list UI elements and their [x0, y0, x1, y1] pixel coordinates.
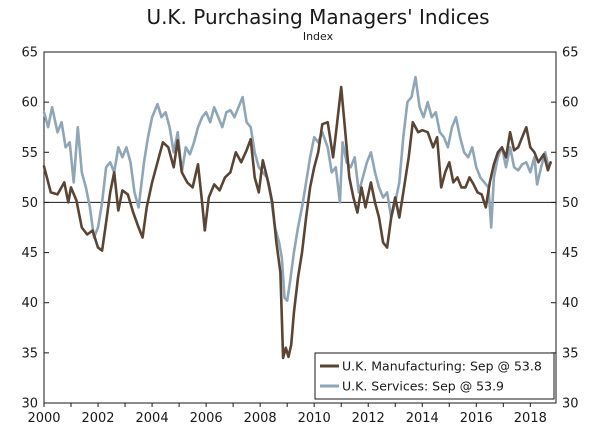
series-line-manufacturing: [42, 85, 552, 360]
y-tick-label-left: 65: [21, 46, 38, 61]
chart-subtitle: Index: [303, 30, 334, 43]
x-tick-label: 2012: [352, 411, 385, 426]
x-tick-label: 2010: [298, 411, 331, 426]
x-tick-label: 2018: [514, 411, 547, 426]
y-tick-label-right: 45: [562, 246, 579, 261]
x-tick-label: 2004: [136, 411, 169, 426]
x-tick-label: 2016: [460, 411, 493, 426]
y-tick-label-right: 60: [562, 96, 579, 111]
y-tick-label-right: 30: [562, 397, 579, 412]
x-tick-label: 2014: [406, 411, 439, 426]
y-tick-label-left: 30: [21, 397, 38, 412]
y-tick-label-left: 45: [21, 246, 38, 261]
y-tick-label-right: 40: [562, 296, 579, 311]
legend-label-services: U.K. Services: Sep @ 53.9: [342, 379, 504, 394]
y-tick-label-left: 50: [21, 196, 38, 211]
series-lines: [42, 75, 552, 360]
y-tick-label-left: 40: [21, 296, 38, 311]
y-tick-label-right: 35: [562, 346, 579, 361]
x-tick-label: 2002: [81, 411, 114, 426]
axes: 30 30 35 35 40 40 45 45 50 50 55 55 60 60 65 65 2000 2002…: [21, 46, 578, 427]
x-tick-label: 2006: [190, 411, 223, 426]
legend-box: [314, 352, 555, 400]
x-tick-label: 2008: [244, 411, 277, 426]
chart-title: U.K. Purchasing Managers' Indices: [146, 5, 489, 29]
y-tick-label-right: 55: [562, 146, 579, 161]
y-tick-label-left: 55: [21, 146, 38, 161]
y-tick-label-left: 60: [21, 96, 38, 111]
plot-frame: [43, 51, 557, 404]
series-line-services: [42, 75, 552, 302]
legend-label-manufacturing: U.K. Manufacturing: Sep @ 53.8: [342, 359, 542, 374]
legend: U.K. Manufacturing: Sep @ 53.8 U.K. Servi…: [314, 352, 555, 400]
y-tick-label-right: 65: [562, 46, 579, 61]
x-tick-label: 2000: [27, 411, 60, 426]
y-tick-label-left: 35: [21, 346, 38, 361]
y-tick-label-right: 50: [562, 196, 579, 211]
